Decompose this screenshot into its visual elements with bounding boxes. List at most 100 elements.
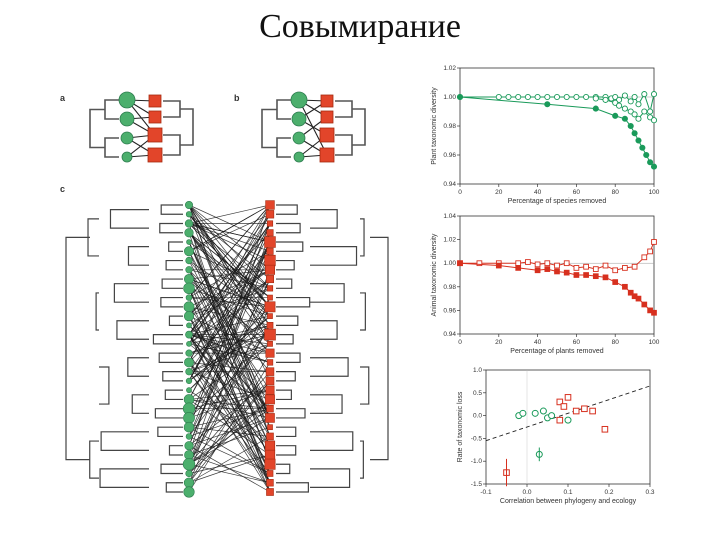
- dendrogram-branch: [276, 463, 291, 475]
- plant-node: [186, 239, 192, 245]
- animal-node: [267, 313, 273, 319]
- data-point: [534, 267, 541, 274]
- dendrogram-branch: [360, 440, 364, 479]
- network-link: [298, 99, 328, 156]
- animal-node: [265, 413, 275, 423]
- dendrogram-branch: [89, 440, 99, 479]
- animal-node: [265, 200, 275, 210]
- data-point: [641, 301, 648, 308]
- x-tick-label: 40: [534, 189, 542, 196]
- dendrogram-branch: [276, 278, 293, 289]
- x-tick-label: 100: [649, 189, 660, 196]
- dendrogram-left: [261, 99, 291, 158]
- animal-node: [148, 110, 162, 124]
- plant-node: [185, 294, 193, 301]
- network-link: [188, 436, 271, 474]
- plant-node: [184, 219, 194, 228]
- network-link: [188, 204, 271, 271]
- data-point: [592, 266, 599, 272]
- x-tick-label: 0.3: [645, 489, 654, 496]
- dendrogram-branch: [276, 482, 309, 493]
- data-point: [635, 101, 642, 108]
- plant-node: [293, 151, 305, 163]
- y-tick-label: 0.5: [473, 390, 482, 397]
- plant-node: [183, 274, 195, 285]
- data-point: [539, 407, 547, 415]
- data-point: [647, 248, 653, 255]
- network-link: [188, 213, 271, 280]
- plant-node: [182, 458, 196, 471]
- dendrogram-branch: [165, 259, 183, 271]
- plant-node: [185, 377, 193, 385]
- animal-node: [266, 488, 274, 496]
- network-link: [188, 426, 271, 456]
- bipartite-network-c: [65, 200, 389, 498]
- x-tick-label: 80: [612, 339, 620, 346]
- x-axis-label: Percentage of plants removed: [510, 348, 603, 355]
- data-point: [612, 267, 619, 274]
- data-point: [556, 416, 564, 424]
- dendrogram-branch: [276, 241, 304, 252]
- x-tick-label: 60: [573, 339, 581, 346]
- data-point: [515, 260, 522, 267]
- network-link: [188, 278, 271, 335]
- network-link: [188, 334, 271, 456]
- dendrogram-branch: [276, 371, 296, 382]
- dendrogram-branch: [310, 209, 338, 229]
- network-link: [188, 269, 271, 326]
- y-tick-label: 1.0: [473, 367, 482, 374]
- dendrogram-branch: [109, 209, 149, 229]
- network-link: [188, 241, 271, 419]
- data-point: [505, 93, 512, 101]
- data-point: [635, 115, 642, 122]
- animal-node: [320, 110, 334, 124]
- dendrogram-branch: [276, 334, 294, 345]
- trend-line: [485, 385, 651, 442]
- data-point: [564, 416, 572, 424]
- dendrogram-branch: [99, 468, 149, 488]
- data-point: [544, 260, 551, 267]
- animal-node: [266, 359, 274, 366]
- plant-node: [121, 151, 133, 163]
- animal-node: [319, 147, 335, 163]
- plant-node: [186, 322, 192, 329]
- animal-node: [266, 470, 274, 477]
- animal-node: [267, 294, 273, 301]
- network-link: [188, 287, 271, 317]
- x-tick-label: 60: [573, 189, 581, 196]
- x-tick-label: 20: [495, 189, 503, 196]
- y-tick-label: 0.96: [443, 307, 456, 314]
- plot-frame: [459, 215, 655, 335]
- panel-label-b: b: [234, 93, 240, 103]
- data-point: [616, 102, 623, 109]
- network-link: [188, 315, 271, 437]
- data-point: [544, 101, 551, 108]
- data-point: [556, 398, 564, 406]
- dendrogram-branch: [161, 278, 183, 289]
- plant-node: [183, 412, 195, 424]
- data-point: [495, 262, 502, 269]
- slide-title: Совымирание: [259, 8, 461, 45]
- network-link: [188, 204, 271, 437]
- plant-node: [184, 200, 194, 210]
- dendrogram-root: [65, 236, 90, 461]
- plant-node: [185, 256, 193, 265]
- data-point: [635, 295, 642, 302]
- data-point: [650, 117, 658, 124]
- plant-node: [119, 111, 135, 127]
- plant-node: [184, 246, 194, 257]
- data-point: [631, 111, 638, 118]
- plant-node: [291, 111, 307, 127]
- x-tick-label: 0.2: [604, 489, 613, 496]
- dendrogram-branch: [162, 371, 183, 382]
- data-point: [583, 272, 589, 278]
- animal-node: [320, 94, 334, 108]
- dendrogram-branch: [160, 296, 183, 308]
- network-link: [188, 204, 271, 224]
- network-link: [188, 223, 271, 428]
- dendrogram-branch: [360, 292, 366, 331]
- plant-node: [183, 311, 195, 322]
- y-tick-label: -1.0: [471, 458, 483, 465]
- animal-node: [265, 210, 275, 219]
- dendrogram-branch: [276, 259, 295, 271]
